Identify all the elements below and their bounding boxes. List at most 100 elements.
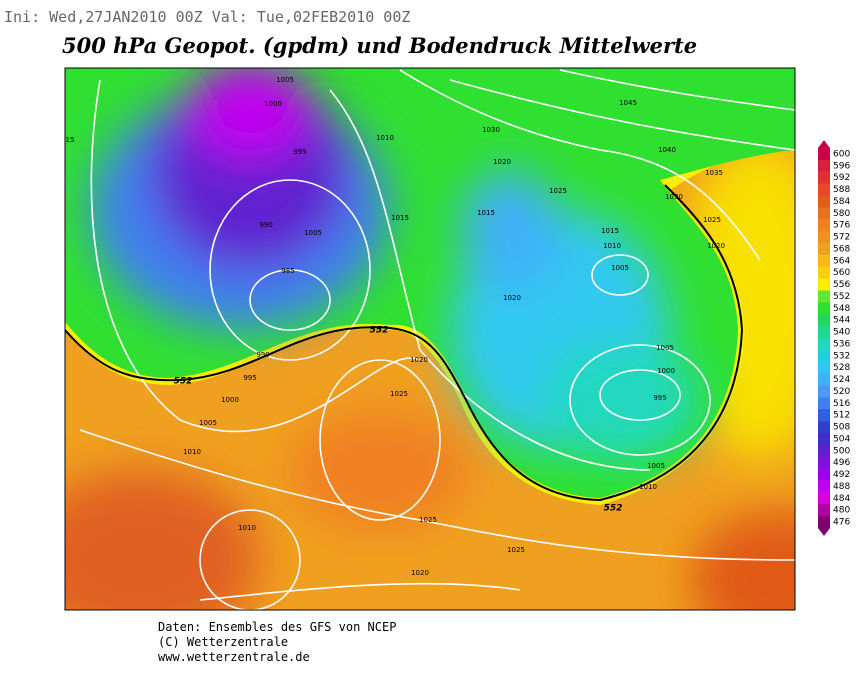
colorbar-swatch — [818, 148, 830, 161]
isobar-label: 1005 — [647, 462, 665, 470]
isobar-label: 1005 — [276, 76, 294, 84]
geopotential-label: 552 — [604, 504, 623, 514]
colorbar-label: 564 — [833, 256, 850, 266]
colorbar-label: 596 — [833, 161, 850, 171]
colorbar-label: 572 — [833, 233, 850, 243]
colorbar-label: 500 — [833, 446, 850, 456]
isobar-label: 1005 — [611, 264, 629, 272]
colorbar-label: 528 — [833, 363, 850, 373]
colorbar-swatch — [818, 456, 830, 469]
colorbar-label: 520 — [833, 387, 850, 397]
isobar-label: 1010 — [183, 448, 201, 456]
isobar-label: 1015 — [391, 214, 409, 222]
colorbar-label: 544 — [833, 316, 850, 326]
colorbar-swatch — [818, 171, 830, 184]
isobar-label: 1005 — [199, 419, 217, 427]
colorbar-swatch — [818, 409, 830, 422]
isobar-label: 1020 — [493, 158, 511, 166]
colorbar-label: 536 — [833, 339, 850, 349]
isobar-label: 1035 — [705, 169, 723, 177]
colorbar-swatch — [818, 159, 830, 173]
colorbar-swatch — [818, 516, 830, 529]
colorbar-label: 476 — [833, 518, 850, 528]
colorbar-swatch — [818, 421, 830, 434]
colorbar-label: 532 — [833, 351, 850, 361]
colorbar-swatch — [818, 385, 830, 398]
isobar-label: 1025 — [419, 516, 437, 524]
colorbar-swatch — [818, 338, 830, 351]
isobar-label: 990 — [256, 351, 269, 359]
isobar-label: 1020 — [503, 294, 521, 302]
isobar-label: 1020 — [410, 356, 428, 364]
colorbar-label: 584 — [833, 197, 850, 207]
colorbar-label: 556 — [833, 280, 850, 290]
colorbar-bottom-arrow — [818, 528, 830, 536]
colorbar-swatch — [818, 373, 830, 386]
colorbar-label: 540 — [833, 328, 850, 338]
isobar-label: 15 — [66, 136, 75, 144]
colorbar-label: 548 — [833, 304, 850, 314]
isobar-label: 1030 — [665, 193, 683, 201]
isobar-label: 1015 — [477, 209, 495, 217]
isobar-label: 1005 — [304, 229, 322, 237]
isobar-label: 1010 — [603, 242, 621, 250]
colorbar-swatch — [818, 243, 830, 256]
colorbar-label: 600 — [833, 149, 850, 159]
colorbar-label: 484 — [833, 494, 850, 504]
isobar-label: 1025 — [390, 390, 408, 398]
colorbar-label: 512 — [833, 411, 850, 421]
isobar-label: 1020 — [707, 242, 725, 250]
colorbar-label: 488 — [833, 482, 850, 492]
colorbar-swatch — [818, 480, 830, 493]
colorbar-label: 552 — [833, 292, 850, 302]
isobar-label: 995 — [243, 374, 256, 382]
colorbar-swatch — [818, 349, 830, 363]
colorbar-label: 480 — [833, 506, 850, 516]
colorbar-swatch — [818, 504, 830, 517]
colorbar-swatch — [818, 207, 830, 220]
isobar-label: 1040 — [658, 146, 676, 154]
colorbar-label: 492 — [833, 470, 850, 480]
isobar-label: 1000 — [221, 396, 239, 404]
colorbar-label: 516 — [833, 399, 850, 409]
isobar-label: 985 — [281, 267, 294, 275]
colorbar-label: 568 — [833, 244, 850, 254]
isobar-label: 1025 — [507, 546, 525, 554]
footer-line: Daten: Ensembles des GFS von NCEP — [158, 620, 396, 634]
colorbar-swatch — [818, 183, 830, 196]
colorbar-swatch — [818, 433, 830, 446]
colorbar-label: 560 — [833, 268, 850, 278]
map-frame — [64, 67, 796, 611]
footer-line: www.wetterzentrale.de — [158, 650, 310, 664]
isobar-label: 1030 — [482, 126, 500, 134]
colorbar-label: 496 — [833, 458, 850, 468]
isobar-label: 1010 — [376, 134, 394, 142]
run-info: Ini: Wed,27JAN2010 00Z Val: Tue,02FEB201… — [4, 8, 410, 26]
isobar-label: 1015 — [601, 227, 619, 235]
colorbar-label: 508 — [833, 423, 850, 433]
isobar-label: 1005 — [656, 344, 674, 352]
geopotential-label: 552 — [370, 326, 389, 336]
geopotential-label: 552 — [174, 377, 193, 387]
colorbar-top-arrow — [818, 140, 830, 148]
isobar-label: 1025 — [703, 216, 721, 224]
isobar-label: 1010 — [238, 524, 256, 532]
map-title: 500 hPa Geopot. (gpdm) und Bodendruck Mi… — [62, 33, 697, 58]
colorbar-swatch — [818, 254, 830, 268]
isobar-label: 1010 — [639, 483, 657, 491]
colorbar-swatch — [818, 195, 830, 208]
isobar-label: 1000 — [657, 367, 675, 375]
footer-line: (C) Wetterzentrale — [158, 635, 288, 649]
colorbar-swatch — [818, 266, 830, 279]
colorbar-label: 592 — [833, 173, 850, 183]
map-field — [65, 68, 795, 610]
colorbar-swatch — [818, 444, 830, 458]
isobar-labels: 15 1005 1000 995 990 985 1005 1010 1015 1020 1030 1… — [66, 76, 725, 577]
colorbar-label: 524 — [833, 375, 850, 385]
colorbar-label: 588 — [833, 185, 850, 195]
isobar-label: 1020 — [411, 569, 429, 577]
isobar-label: 995 — [653, 394, 666, 402]
colorbar-swatch — [818, 302, 830, 315]
colorbar-swatch — [818, 290, 830, 303]
